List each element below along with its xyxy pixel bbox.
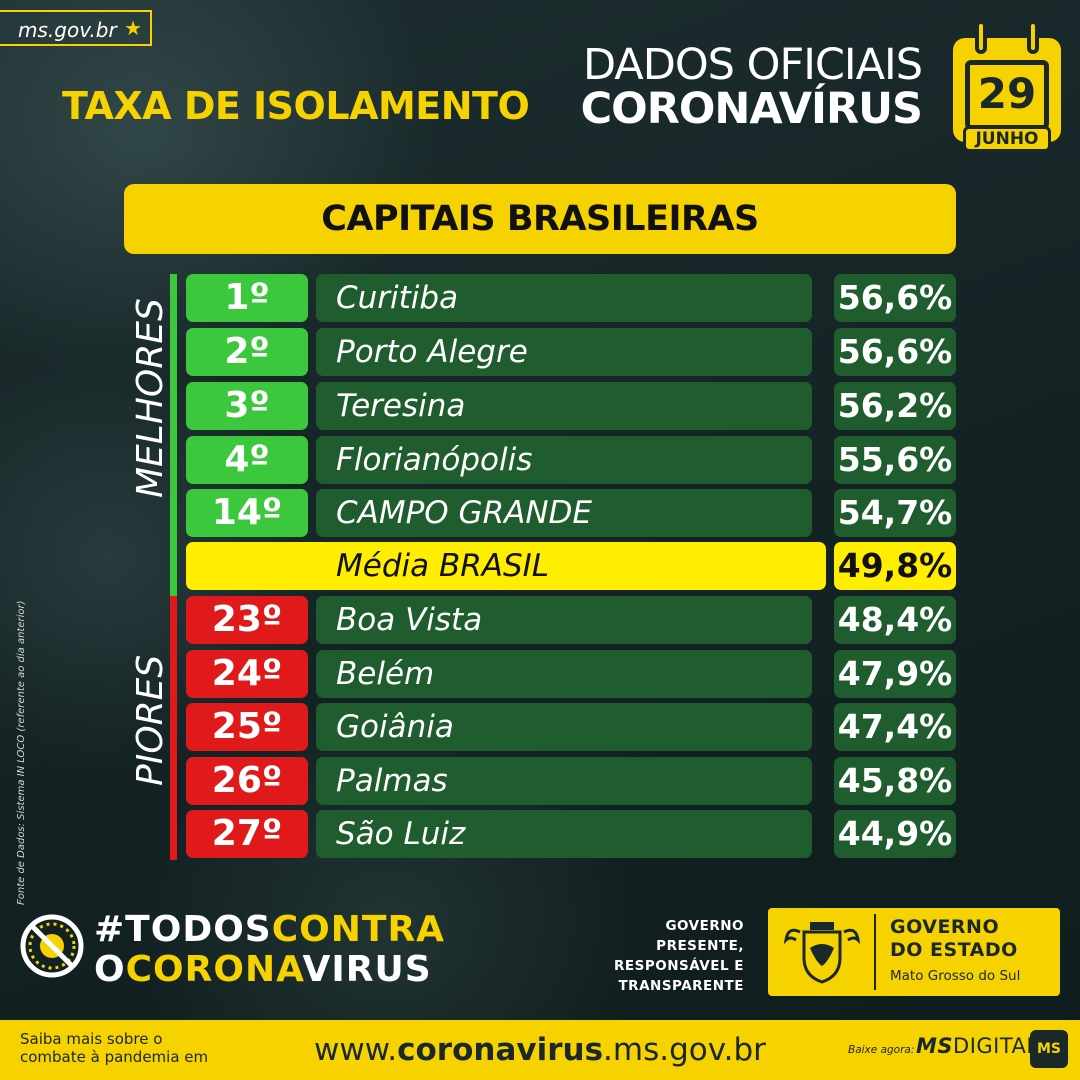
isolation-rate: 47,4%	[834, 703, 956, 751]
page-title: TAXA DE ISOLAMENTO	[62, 84, 530, 128]
city-name: Goiânia	[316, 703, 812, 751]
data-source-note: Fonte de Dados: Sistema IN LOCO (referen…	[16, 600, 27, 905]
calendar-page: 29	[965, 60, 1049, 130]
ranking-row: 27º São Luiz 44,9%	[186, 810, 956, 858]
section-banner: CAPITAIS BRASILEIRAS	[124, 184, 956, 254]
footer-note-line: Saiba mais sobre o	[20, 1030, 163, 1048]
site-link-tag[interactable]: ms.gov.br ★	[0, 10, 152, 46]
app-logo[interactable]: MSDIGITAL	[916, 1034, 1039, 1058]
city-name: Palmas	[316, 757, 812, 805]
ranking-row: 26º Palmas 45,8%	[186, 757, 956, 805]
website-link[interactable]: www.coronavirus.ms.gov.br	[0, 1030, 1080, 1070]
rank-position: 23º	[186, 596, 308, 644]
rank-position: 1º	[186, 274, 308, 322]
url-part[interactable]: .ms.gov.br	[603, 1032, 766, 1068]
city-name: Belém	[316, 650, 812, 698]
hashtag-part: #TODOS	[94, 909, 272, 950]
motto-line: PRESENTE,	[656, 938, 744, 954]
rank-position: 4º	[186, 436, 308, 484]
government-name-line: GOVERNO	[890, 916, 1000, 938]
app-badge-icon[interactable]: MS	[1030, 1030, 1068, 1068]
date-day: 29	[977, 69, 1037, 118]
footer-bar: Saiba mais sobre o combate à pandemia em…	[0, 1020, 1080, 1080]
rank-position: 3º	[186, 382, 308, 430]
date-month: JUNHO	[963, 126, 1051, 152]
ranking-row: 4º Florianópolis 55,6%	[186, 436, 956, 484]
hashtag-part: O	[94, 949, 126, 990]
rank-position: 27º	[186, 810, 308, 858]
city-name: Teresina	[316, 382, 812, 430]
state-name: Mato Grosso do Sul	[890, 968, 1021, 984]
calendar-icon: 29 JUNHO	[953, 20, 1061, 158]
isolation-rate: 47,9%	[834, 650, 956, 698]
ranking-row: 3º Teresina 56,2%	[186, 382, 956, 430]
average-row: Média BRASIL 49,8%	[186, 542, 956, 590]
calendar-ring-right	[1027, 20, 1039, 54]
average-rate: 49,8%	[834, 542, 956, 590]
worst-indicator-bar	[170, 596, 177, 860]
rank-position: 25º	[186, 703, 308, 751]
footer-note-line: combate à pandemia em	[20, 1048, 209, 1066]
no-virus-icon	[20, 914, 84, 978]
app-logo-part[interactable]: MS	[916, 1034, 954, 1058]
calendar-ring-left	[975, 20, 987, 54]
worst-section-label: PIORES	[130, 654, 171, 786]
hashtag-part: CONTRA	[271, 909, 446, 950]
logo-divider	[874, 914, 876, 990]
rank-position: 26º	[186, 757, 308, 805]
government-name: GOVERNO DO ESTADO	[890, 916, 1018, 962]
isolation-rate: 56,2%	[834, 382, 956, 430]
city-name: São Luiz	[316, 810, 812, 858]
app-download-note: Baixe agora:	[848, 1044, 915, 1056]
ranking-row: 23º Boa Vista 48,4%	[186, 596, 956, 644]
best-indicator-bar	[170, 274, 177, 596]
rank-position: 2º	[186, 328, 308, 376]
ranking-row: 24º Belém 47,9%	[186, 650, 956, 698]
official-data-label: DADOS OFICIAIS	[582, 40, 923, 90]
hashtag-part: CORONA	[125, 949, 303, 990]
isolation-rate: 48,4%	[834, 596, 956, 644]
isolation-rate: 45,8%	[834, 757, 956, 805]
best-section-label: MELHORES	[130, 298, 171, 498]
motto-line: TRANSPARENTE	[618, 978, 744, 994]
star-icon: ★	[124, 16, 142, 40]
government-logo: GOVERNO DO ESTADO Mato Grosso do Sul	[768, 908, 1060, 996]
city-name: Porto Alegre	[316, 328, 812, 376]
isolation-rate: 55,6%	[834, 436, 956, 484]
city-name: Curitiba	[316, 274, 812, 322]
isolation-rate: 44,9%	[834, 810, 956, 858]
isolation-rate: 54,7%	[834, 489, 956, 537]
footer-note: Saiba mais sobre o combate à pandemia em	[20, 1030, 208, 1066]
average-label: Média BRASIL	[186, 542, 826, 590]
ranking-row: 1º Curitiba 56,6%	[186, 274, 956, 322]
motto-line: RESPONSÁVEL E	[614, 958, 744, 974]
calendar-body: 29	[953, 38, 1061, 142]
app-logo-part[interactable]: DIGITAL	[953, 1034, 1039, 1058]
city-name: Boa Vista	[316, 596, 812, 644]
url-part[interactable]: www.	[314, 1032, 398, 1068]
motto-line: GOVERNO	[665, 918, 744, 934]
ranking-row: 14º CAMPO GRANDE 54,7%	[186, 489, 956, 537]
campaign-hashtag-line1: #TODOSCONTRA	[94, 910, 445, 950]
rank-position: 14º	[186, 489, 308, 537]
city-name: CAMPO GRANDE	[316, 489, 812, 537]
government-motto: GOVERNO PRESENTE, RESPONSÁVEL E TRANSPAR…	[586, 916, 744, 996]
state-crest-icon	[783, 922, 861, 984]
ranking-row: 2º Porto Alegre 56,6%	[186, 328, 956, 376]
ranking-row: 25º Goiânia 47,4%	[186, 703, 956, 751]
rank-position: 24º	[186, 650, 308, 698]
coronavirus-label: CORONAVÍRUS	[580, 84, 923, 134]
site-link-text[interactable]: ms.gov.br	[18, 18, 117, 42]
city-name: Florianópolis	[316, 436, 812, 484]
government-name-line: DO ESTADO	[890, 939, 1018, 961]
isolation-rate: 56,6%	[834, 274, 956, 322]
hashtag-part: VIRUS	[302, 949, 432, 990]
campaign-hashtag-line2: OCORONAVIRUS	[94, 950, 432, 990]
url-part[interactable]: coronavirus	[397, 1032, 604, 1068]
isolation-rate: 56,6%	[834, 328, 956, 376]
